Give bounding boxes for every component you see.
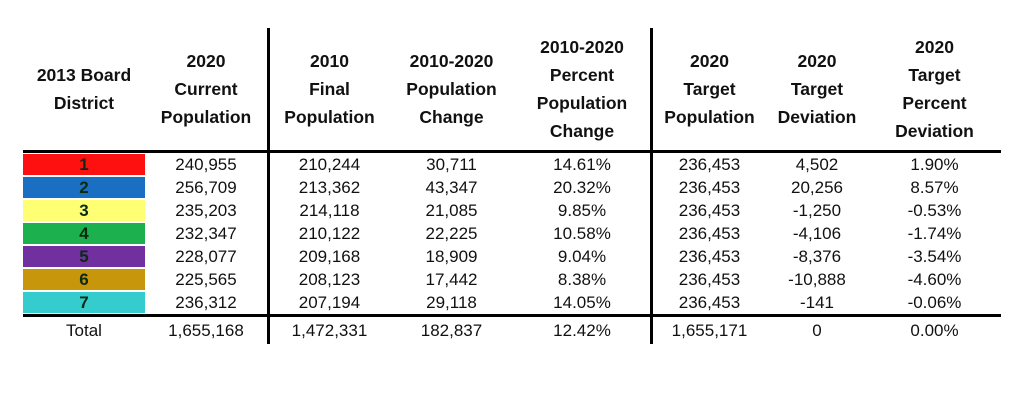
table-row: 7 236,312 207,194 29,118 14.05% 236,453 -141 -0… — [23, 291, 1001, 314]
final-population-cell: 208,123 — [267, 268, 389, 291]
population-change-cell: 43,347 — [425, 177, 478, 197]
percent-change-cell: 14.61% — [553, 154, 611, 174]
header-2010-final-population: 2010 Final Population — [267, 28, 389, 150]
population-table: 2013 Board District 2020 Current Populat… — [23, 28, 1001, 344]
final-population-cell: 210,244 — [267, 153, 389, 176]
current-population-cell: 240,955 — [175, 154, 237, 174]
population-change-cell: 22,225 — [425, 223, 478, 243]
target-percent-deviation-cell: -3.54% — [907, 246, 962, 266]
district-number: 3 — [23, 200, 145, 221]
population-change-cell: 30,711 — [426, 154, 477, 174]
total-label: Total — [66, 320, 102, 340]
header-target-percent-deviation: 2020 Target Percent Deviation — [895, 37, 974, 141]
current-population-cell: 232,347 — [175, 223, 237, 243]
percent-change-cell: 10.58% — [553, 223, 611, 243]
header-target-population: 2020 Target Population — [650, 28, 766, 150]
table-row: 2 256,709 213,362 43,347 20.32% 236,453 20,256… — [23, 176, 1001, 199]
target-deviation-cell: 20,256 — [791, 177, 843, 197]
table-body: 1 240,955 210,244 30,711 14.61% 236,453 4,502 1… — [23, 153, 1001, 314]
total-target-deviation: 0 — [812, 320, 822, 340]
target-population-cell: 236,453 — [650, 291, 766, 314]
header-board-district: 2013 Board District — [36, 65, 132, 113]
table-row: 1 240,955 210,244 30,711 14.61% 236,453 4,502 1… — [23, 153, 1001, 176]
district-cell: 7 — [23, 291, 145, 314]
district-number: 7 — [23, 292, 145, 313]
total-target-percent-deviation: 0.00% — [910, 320, 959, 340]
district-cell: 6 — [23, 268, 145, 291]
total-current-population: 1,655,168 — [168, 320, 244, 340]
target-deviation-cell: -10,888 — [788, 269, 846, 289]
final-population-cell: 207,194 — [267, 291, 389, 314]
district-cell: 4 — [23, 222, 145, 245]
percent-change-cell: 9.04% — [557, 246, 607, 266]
district-cell: 2 — [23, 176, 145, 199]
header-target-deviation: 2020 Target Deviation — [777, 51, 857, 127]
district-number: 5 — [23, 246, 145, 267]
table-row: 6 225,565 208,123 17,442 8.38% 236,453 -10,888… — [23, 268, 1001, 291]
final-population-cell: 213,362 — [267, 176, 389, 199]
target-deviation-cell: -4,106 — [792, 223, 842, 243]
current-population-cell: 235,203 — [175, 200, 237, 220]
header-percent-population-change: 2010-2020 Percent Population Change — [536, 37, 628, 141]
percent-change-cell: 14.05% — [553, 292, 611, 312]
current-population-cell: 256,709 — [175, 177, 237, 197]
table-row: 5 228,077 209,168 18,909 9.04% 236,453 -8,376 -… — [23, 245, 1001, 268]
header-2020-current-population: 2020 Current Population — [160, 51, 252, 127]
target-population-cell: 236,453 — [650, 153, 766, 176]
target-percent-deviation-cell: -0.53% — [907, 200, 962, 220]
header-row: 2013 Board District 2020 Current Populat… — [23, 28, 1001, 153]
final-population-cell: 214,118 — [267, 199, 389, 222]
population-change-cell: 18,909 — [425, 246, 478, 266]
total-percent-change: 12.42% — [553, 320, 611, 340]
total-target-population: 1,655,171 — [650, 317, 766, 344]
current-population-cell: 225,565 — [175, 269, 237, 289]
total-population-change: 182,837 — [420, 320, 483, 340]
target-percent-deviation-cell: -1.74% — [907, 223, 962, 243]
population-change-cell: 17,442 — [425, 269, 478, 289]
district-cell: 3 — [23, 199, 145, 222]
target-population-cell: 236,453 — [650, 268, 766, 291]
table-row: 4 232,347 210,122 22,225 10.58% 236,453 -4,106… — [23, 222, 1001, 245]
percent-change-cell: 9.85% — [557, 200, 607, 220]
total-row: Total 1,655,168 1,472,331 182,837 12.42%… — [23, 314, 1001, 344]
district-cell: 5 — [23, 245, 145, 268]
district-number: 4 — [23, 223, 145, 244]
population-change-cell: 29,118 — [426, 292, 477, 312]
final-population-cell: 210,122 — [267, 222, 389, 245]
target-percent-deviation-cell: -0.06% — [907, 292, 962, 312]
target-percent-deviation-cell: -4.60% — [907, 269, 962, 289]
target-deviation-cell: -1,250 — [792, 200, 842, 220]
target-deviation-cell: -141 — [799, 292, 835, 312]
district-number: 2 — [23, 177, 145, 198]
district-number: 6 — [23, 269, 145, 290]
current-population-cell: 228,077 — [175, 246, 237, 266]
target-percent-deviation-cell: 1.90% — [910, 154, 959, 174]
target-population-cell: 236,453 — [650, 199, 766, 222]
target-population-cell: 236,453 — [650, 245, 766, 268]
district-cell: 1 — [23, 153, 145, 176]
target-population-cell: 236,453 — [650, 176, 766, 199]
current-population-cell: 236,312 — [175, 292, 237, 312]
district-number: 1 — [23, 154, 145, 175]
target-population-cell: 236,453 — [650, 222, 766, 245]
target-deviation-cell: 4,502 — [795, 154, 839, 174]
table-row: 3 235,203 214,118 21,085 9.85% 236,453 -1,250 -… — [23, 199, 1001, 222]
target-deviation-cell: -8,376 — [792, 246, 842, 266]
target-percent-deviation-cell: 8.57% — [910, 177, 959, 197]
percent-change-cell: 8.38% — [557, 269, 607, 289]
header-population-change: 2010-2020 Population Change — [406, 51, 497, 127]
population-change-cell: 21,085 — [425, 200, 478, 220]
total-final-population: 1,472,331 — [267, 317, 389, 344]
percent-change-cell: 20.32% — [553, 177, 611, 197]
final-population-cell: 209,168 — [267, 245, 389, 268]
